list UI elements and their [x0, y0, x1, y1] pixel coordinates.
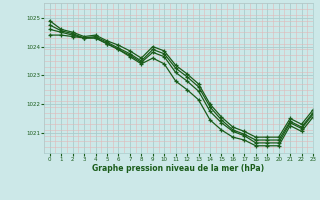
X-axis label: Graphe pression niveau de la mer (hPa): Graphe pression niveau de la mer (hPa) — [92, 164, 265, 173]
